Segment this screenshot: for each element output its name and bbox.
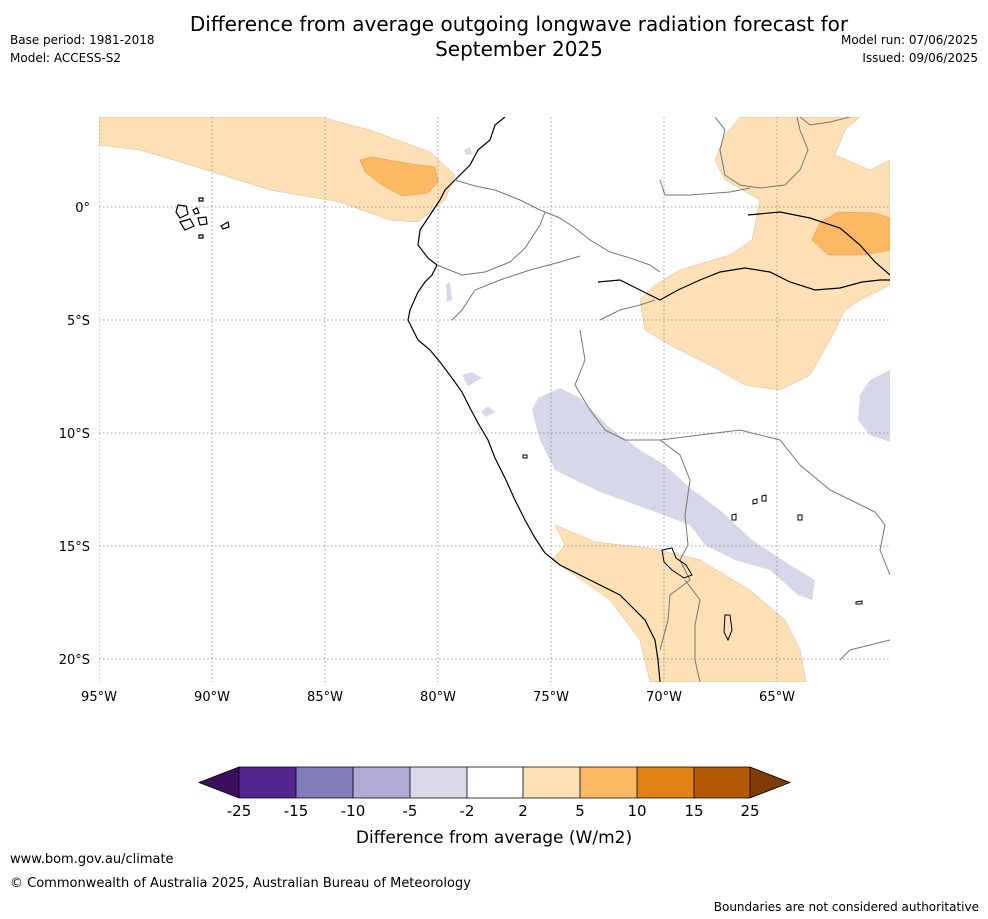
galapagos-islands (175, 197, 230, 239)
model-run: Model run: 07/06/2025 (840, 33, 978, 47)
lat-label: 10°S (59, 427, 90, 442)
anomaly-region-positive (99, 117, 456, 223)
lon-label: 90°W (194, 690, 230, 705)
colorbar-tick-labels: -25 -15 -10 -5 -2 2 5 10 15 25 (227, 802, 760, 820)
footer-url: www.bom.gov.au/climate (10, 852, 174, 867)
lat-label: 20°S (59, 653, 90, 668)
colorbar-swatches (197, 766, 792, 799)
colorbar-swatch (580, 767, 637, 798)
colorbar-tick: 25 (740, 802, 759, 820)
colorbar-tick: -10 (341, 802, 366, 820)
lon-label: 80°W (420, 690, 456, 705)
lat-label: 0° (75, 201, 90, 216)
meta-right: Model run: 07/06/2025 Issued: 09/06/2025 (841, 31, 978, 67)
lon-label: 70°W (646, 690, 682, 705)
footer-note: Boundaries are not considered authoritat… (713, 900, 979, 914)
colorbar-extend-low (199, 767, 239, 798)
anomaly-region-negative (481, 406, 495, 417)
lakes (522, 454, 863, 642)
lon-label: 75°W (533, 690, 569, 705)
colorbar-swatch (694, 767, 750, 798)
issued-date: Issued: 09/06/2025 (862, 51, 978, 65)
title-line-2: September 2025 (435, 37, 603, 61)
lat-label: 15°S (59, 540, 90, 555)
lon-label: 95°W (81, 690, 117, 705)
coastline-amazon (747, 211, 890, 276)
colorbar-swatch (637, 767, 694, 798)
colorbar-swatch (410, 767, 467, 798)
lat-label: 5°S (67, 314, 90, 329)
meta-left: Base period: 1981-2018 Model: ACCESS-S2 (10, 31, 155, 67)
model-name: Model: ACCESS-S2 (10, 51, 122, 65)
anomaly-region-negative (446, 282, 452, 302)
anomaly-region-negative (464, 147, 472, 155)
colorbar-tick: 5 (575, 802, 585, 820)
footer-copyright: © Commonwealth of Australia 2025, Austra… (10, 876, 471, 891)
lon-label: 65°W (759, 690, 795, 705)
anomaly-region-strong-positive (359, 156, 439, 197)
colorbar-tick: 15 (684, 802, 703, 820)
forecast-map: 95°W 90°W 85°W 80°W 75°W 70°W 65°W 0° 5°… (59, 117, 890, 705)
country-borders (436, 117, 890, 682)
colorbar-tick: -25 (227, 802, 252, 820)
latitude-labels: 0° 5°S 10°S 15°S 20°S (59, 201, 90, 668)
anomaly-region-positive (639, 117, 890, 391)
map-area (99, 117, 890, 682)
coastline-amazon (597, 267, 890, 301)
chart-title: Difference from average outgoing longwav… (150, 12, 888, 62)
colorbar-tick: -15 (284, 802, 309, 820)
lon-label: 85°W (307, 690, 343, 705)
anomaly-region-negative (858, 370, 890, 442)
longitude-labels: 95°W 90°W 85°W 80°W 75°W 70°W 65°W (81, 690, 795, 705)
base-period: Base period: 1981-2018 (10, 33, 155, 47)
colorbar-tick: 2 (518, 802, 528, 820)
colorbar-swatch (467, 767, 523, 798)
coastline (407, 117, 661, 682)
colorbar-swatch (353, 767, 410, 798)
title-line-1: Difference from average outgoing longwav… (189, 12, 849, 36)
colorbar-label: Difference from average (W/m2) (356, 828, 632, 848)
colorbar-swatch (523, 767, 580, 798)
colorbar-extend-high (750, 767, 790, 798)
anomaly-region-strong-positive (811, 211, 890, 256)
colorbar-tick: -2 (460, 802, 475, 820)
colorbar-tick: 10 (627, 802, 646, 820)
anomaly-region-negative (462, 372, 482, 386)
colorbar-swatch (296, 767, 353, 798)
anomaly-region-negative (532, 388, 815, 600)
colorbar-tick: -5 (403, 802, 418, 820)
colorbar-swatch (239, 767, 296, 798)
